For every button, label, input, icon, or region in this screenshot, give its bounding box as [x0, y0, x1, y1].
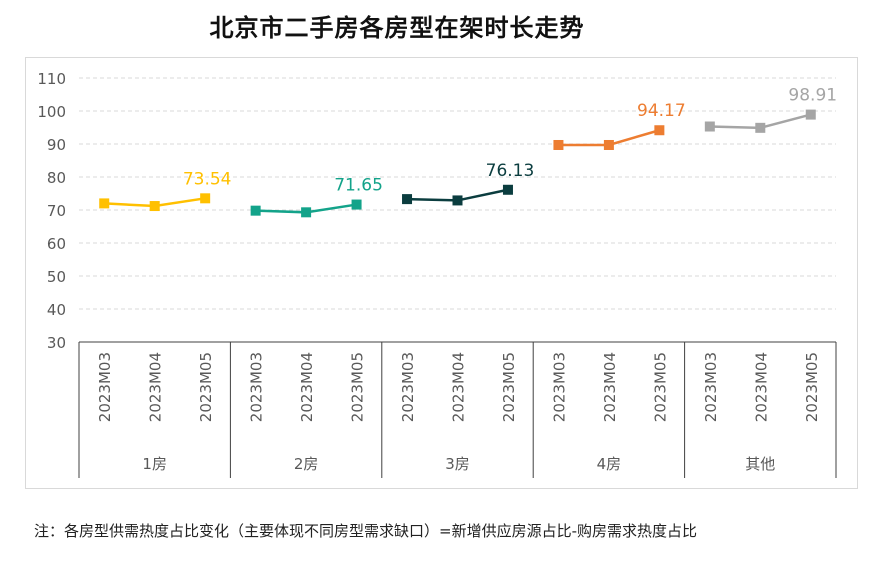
y-tick-label: 70	[47, 202, 66, 220]
data-point-marker	[99, 198, 110, 209]
y-tick-label: 100	[37, 103, 66, 121]
x-tick-label: 2023M05	[197, 352, 215, 422]
x-tick-label: 2023M04	[147, 352, 165, 422]
x-group-label: 4房	[597, 455, 622, 473]
x-tick-label: 2023M03	[550, 352, 568, 422]
x-tick-label: 2023M05	[651, 352, 669, 422]
x-tick-label: 2023M05	[349, 352, 367, 422]
x-tick-label: 2023M03	[248, 352, 266, 422]
x-tick-label: 2023M03	[702, 352, 720, 422]
x-tick-label: 2023M05	[500, 352, 518, 422]
line-chart: 30 40 50 60 70 80 90 100 110 2023M03 2023M04 2023M0…	[37, 70, 837, 478]
x-group-label: 3房	[445, 455, 470, 473]
x-tick-label: 2023M03	[399, 352, 417, 422]
y-tick-label: 60	[47, 235, 66, 253]
x-group-label: 1房	[142, 455, 167, 473]
y-tick-label: 80	[47, 169, 66, 187]
chart-title: 北京市二手房各房型在架时长走势	[209, 14, 585, 42]
y-tick-label: 50	[47, 268, 66, 286]
data-point-marker	[553, 139, 564, 150]
data-point-marker	[250, 205, 261, 216]
x-tick-label: 2023M04	[752, 352, 770, 422]
data-label: 94.17	[637, 101, 686, 121]
y-tick-label: 40	[47, 301, 66, 319]
data-point-marker	[654, 125, 665, 136]
y-tick-label: 30	[47, 334, 66, 352]
y-tick-label: 90	[47, 136, 66, 154]
footnote: 注：各房型供需热度占比变化（主要体现不同房型需求缺口）=新增供应房源占比-购房需…	[34, 522, 697, 540]
data-label: 76.13	[486, 161, 535, 181]
data-point-marker	[603, 139, 614, 150]
data-label: 71.65	[334, 176, 383, 196]
x-tick-label: 2023M04	[601, 352, 619, 422]
chart-frame	[25, 57, 858, 489]
data-label: 73.54	[183, 169, 232, 189]
data-point-marker	[149, 201, 160, 212]
data-point-marker	[805, 109, 816, 120]
data-point-marker	[502, 184, 513, 195]
x-tick-label: 2023M03	[96, 352, 114, 422]
x-tick-label: 2023M05	[803, 352, 821, 422]
data-point-marker	[704, 121, 715, 132]
x-group-label: 2房	[294, 455, 319, 473]
data-point-marker	[351, 199, 362, 210]
data-point-marker	[301, 207, 312, 218]
y-tick-label: 110	[37, 70, 66, 88]
data-point-marker	[402, 194, 413, 205]
x-tick-label: 2023M04	[298, 352, 316, 422]
x-group-label: 其他	[745, 455, 775, 473]
data-point-marker	[755, 122, 766, 133]
data-point-marker	[452, 195, 463, 206]
data-label: 98.91	[788, 86, 837, 106]
x-tick-label: 2023M04	[450, 352, 468, 422]
data-point-marker	[200, 193, 211, 204]
